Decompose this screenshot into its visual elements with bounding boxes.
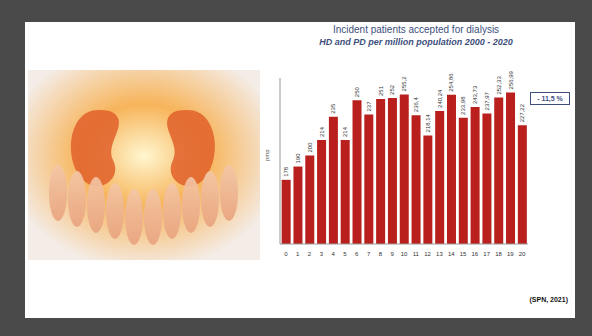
- svg-text:8: 8: [379, 251, 383, 257]
- svg-text:0: 0: [284, 251, 288, 257]
- svg-text:6: 6: [355, 251, 359, 257]
- html-text:Incident patients accepted for: Incident patients accepted for dialysis: [332, 24, 500, 35]
- svg-text:250: 250: [354, 86, 360, 97]
- html-text:(SPN, 2021): (SPN, 2021): [529, 296, 568, 303]
- svg-text:9: 9: [391, 251, 395, 257]
- svg-text:3: 3: [320, 251, 324, 257]
- svg-text:1: 1: [296, 251, 300, 257]
- svg-text:218,14: 218,14: [425, 113, 431, 132]
- svg-text:13: 13: [436, 251, 443, 257]
- svg-text:2: 2: [308, 251, 312, 257]
- svg-text:236,4: 236,4: [413, 97, 419, 113]
- svg-text:237,97: 237,97: [484, 91, 490, 110]
- svg-text:252: 252: [389, 84, 395, 95]
- svg-text:4: 4: [331, 251, 335, 257]
- svg-text:256,99: 256,99: [508, 70, 514, 89]
- html-text:HD and PD per million populati: HD and PD per million population 2000 - …: [319, 37, 513, 47]
- html-text:- 11,5 %: - 11,5 %: [537, 95, 563, 102]
- svg-text:251: 251: [378, 85, 384, 96]
- svg-text:178: 178: [283, 166, 289, 177]
- svg-text:11: 11: [413, 251, 420, 257]
- svg-text:235: 235: [330, 103, 336, 114]
- svg-text:pmp: pmp: [264, 149, 270, 161]
- svg-text:18: 18: [495, 251, 502, 257]
- svg-text:20: 20: [519, 251, 526, 257]
- svg-text:214: 214: [342, 126, 348, 137]
- svg-text:7: 7: [367, 251, 371, 257]
- svg-text:19: 19: [507, 251, 514, 257]
- svg-text:237: 237: [366, 101, 372, 112]
- svg-text:252,33: 252,33: [496, 76, 502, 95]
- svg-text:240,24: 240,24: [437, 89, 443, 108]
- svg-text:254,86: 254,86: [448, 73, 454, 92]
- svg-text:200: 200: [307, 142, 313, 153]
- svg-text:255,2: 255,2: [401, 76, 407, 92]
- svg-text:10: 10: [401, 251, 408, 257]
- svg-text:227,22: 227,22: [519, 103, 525, 122]
- svg-text:14: 14: [448, 251, 455, 257]
- svg-text:17: 17: [483, 251, 490, 257]
- svg-text:190: 190: [295, 153, 301, 164]
- svg-text:15: 15: [460, 251, 467, 257]
- svg-text:243,73: 243,73: [472, 85, 478, 104]
- svg-text:233,98: 233,98: [460, 96, 466, 115]
- svg-text:16: 16: [472, 251, 479, 257]
- svg-text:214: 214: [319, 126, 325, 137]
- svg-text:5: 5: [343, 251, 347, 257]
- svg-text:12: 12: [424, 251, 431, 257]
